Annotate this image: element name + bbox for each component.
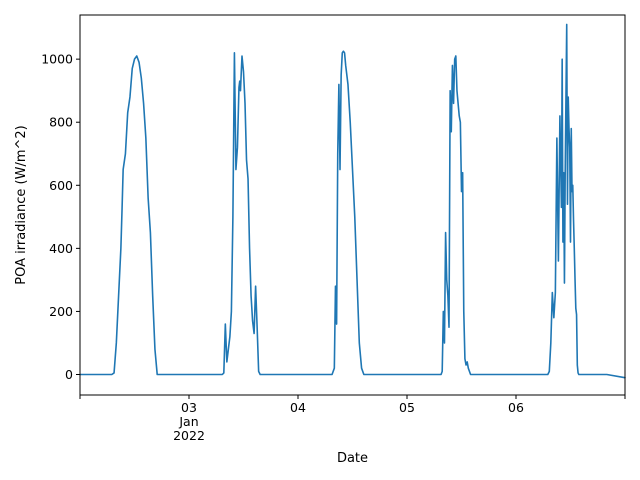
x-tick-sublabel1: Jan: [178, 414, 198, 429]
x-tick-sublabel2: 2022: [173, 428, 205, 443]
y-tick-label: 400: [49, 241, 73, 256]
y-axis-ticks: 0 200 400 600 800 1000: [41, 52, 80, 382]
y-tick-label: 0: [65, 367, 73, 382]
x-tick-label: 05: [399, 400, 415, 415]
x-tick-label: 04: [290, 400, 306, 415]
y-tick-label: 200: [49, 304, 73, 319]
axes-frame: [79, 14, 626, 396]
plot-area: [79, 23, 626, 379]
series-line: [79, 23, 626, 379]
y-tick-label: 600: [49, 178, 73, 193]
x-tick-label: 03: [181, 400, 197, 415]
y-tick-label: 800: [49, 115, 73, 130]
y-axis-title: POA irradiance (W/m^2): [14, 125, 29, 284]
x-axis-title: Date: [337, 451, 368, 466]
x-tick-label: 06: [508, 400, 524, 415]
y-tick-label: 1000: [41, 52, 73, 67]
